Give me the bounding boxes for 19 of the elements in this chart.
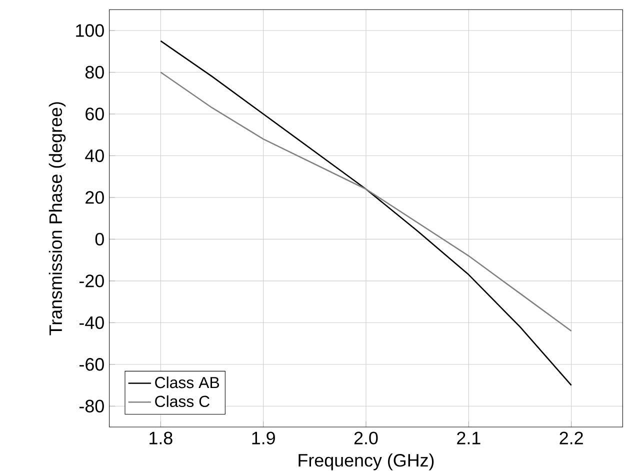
y-tick-label: 40 <box>85 149 104 162</box>
legend-label: Class AB <box>155 376 220 388</box>
x-tick-label: 1.9 <box>252 432 275 444</box>
y-tick-label: -60 <box>80 358 104 371</box>
y-tick-label: 0 <box>95 232 104 246</box>
y-tick-label: 20 <box>86 191 104 204</box>
y-tick-label: -80 <box>80 400 104 412</box>
x-axis-title: Frequency (GHz) <box>298 454 434 470</box>
y-tick-label: 80 <box>85 66 104 79</box>
x-tick-label: 2.2 <box>560 432 583 444</box>
legend-label: Class C <box>155 395 210 408</box>
y-tick-label: 100 <box>76 24 104 37</box>
y-tick-label: -20 <box>80 274 104 288</box>
x-tick-label: 2.1 <box>457 432 480 444</box>
x-tick-label: 1.8 <box>150 432 172 444</box>
y-axis-title: Transmission Phase (degree) <box>48 102 66 336</box>
y-tick-label: -40 <box>80 316 104 330</box>
x-tick-label: 2.0 <box>354 432 378 444</box>
y-tick-label: 60 <box>86 108 104 120</box>
